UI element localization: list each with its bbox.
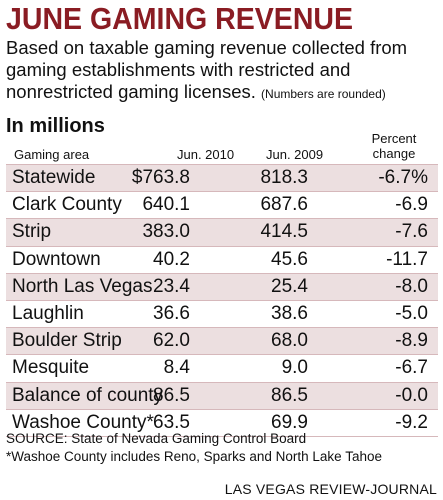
source-block: SOURCE: State of Nevada Gaming Control B… bbox=[6, 430, 438, 466]
cell-area: Laughlin bbox=[12, 302, 84, 324]
column-header-2009: Jun. 2009 bbox=[266, 147, 324, 162]
rounding-note: (Numbers are rounded) bbox=[261, 87, 386, 101]
unit-label: In millions bbox=[6, 115, 105, 137]
cell-percent-change: -6.7% bbox=[378, 167, 428, 188]
cell-jun-2009: 414.5 bbox=[260, 221, 308, 243]
cell-jun-2009: 45.6 bbox=[271, 248, 308, 270]
cell-jun-2010: $763.8 bbox=[131, 167, 190, 188]
cell-jun-2009: 86.5 bbox=[271, 384, 308, 406]
table-row: Boulder Strip 62.0 68.0 -8.9 bbox=[6, 328, 438, 356]
cell-percent-change: -6.7 bbox=[395, 357, 428, 379]
cell-jun-2009: 818.3 bbox=[260, 167, 308, 188]
cell-area: Statewide bbox=[12, 167, 96, 188]
table-row: North Las Vegas 23.4 25.4 -8.0 bbox=[6, 273, 438, 301]
cell-percent-change: -9.2 bbox=[395, 411, 428, 433]
column-header-2010: Jun. 2010 bbox=[177, 147, 235, 162]
cell-jun-2009: 687.6 bbox=[260, 194, 308, 216]
source-line: SOURCE: State of Nevada Gaming Control B… bbox=[6, 431, 307, 446]
cell-area: Downtown bbox=[12, 248, 101, 270]
chart-title: JUNE GAMING REVENUE bbox=[6, 1, 354, 36]
cell-percent-change: -6.9 bbox=[395, 194, 428, 216]
chart-subtitle: Based on taxable gaming revenue collecte… bbox=[6, 37, 438, 105]
table-row: Balance of county 86.5 86.5 -0.0 bbox=[6, 382, 438, 410]
cell-area: Mesquite bbox=[12, 357, 90, 379]
table-row: Washoe County* 63.5 69.9 -9.2 bbox=[6, 410, 438, 437]
table-row: Mesquite 8.4 9.0 -6.7 bbox=[6, 355, 438, 383]
cell-area: North Las Vegas bbox=[12, 275, 153, 297]
cell-area: Balance of county bbox=[12, 384, 164, 406]
cell-percent-change: -7.6 bbox=[395, 221, 428, 243]
column-header-area: Gaming area bbox=[14, 147, 90, 162]
cell-jun-2010: 63.5 bbox=[153, 411, 190, 433]
cell-jun-2010: 383.0 bbox=[142, 221, 190, 243]
cell-jun-2010: 640.1 bbox=[142, 194, 190, 216]
cell-jun-2009: 68.0 bbox=[271, 330, 308, 352]
cell-jun-2010: 62.0 bbox=[153, 330, 190, 352]
table-row: Laughlin 36.6 38.6 -5.0 bbox=[6, 301, 438, 329]
cell-percent-change: -11.7 bbox=[386, 248, 428, 270]
footnote-line: *Washoe County includes Reno, Sparks and… bbox=[6, 449, 382, 464]
cell-area: Clark County bbox=[12, 194, 122, 216]
cell-percent-change: -5.0 bbox=[395, 302, 428, 324]
table-row: Clark County 640.1 687.6 -6.9 bbox=[6, 192, 438, 220]
cell-percent-change: -0.0 bbox=[395, 384, 428, 406]
table-row: Statewide $763.8 818.3 -6.7% bbox=[6, 164, 438, 193]
publisher-credit: LAS VEGAS REVIEW-JOURNAL bbox=[224, 481, 437, 497]
cell-area: Boulder Strip bbox=[12, 330, 122, 352]
cell-jun-2010: 36.6 bbox=[153, 302, 190, 324]
cell-jun-2010: 40.2 bbox=[153, 248, 190, 270]
table-row: Strip 383.0 414.5 -7.6 bbox=[6, 219, 438, 247]
cell-area: Strip bbox=[12, 221, 52, 243]
cell-jun-2010: 86.5 bbox=[153, 384, 190, 406]
cell-jun-2010: 23.4 bbox=[153, 275, 190, 297]
cell-jun-2009: 38.6 bbox=[271, 302, 308, 324]
revenue-table: Statewide $763.8 818.3 -6.7% Clark County 640… bbox=[6, 164, 438, 437]
cell-jun-2009: 25.4 bbox=[271, 275, 308, 297]
cell-jun-2009: 9.0 bbox=[281, 357, 308, 379]
cell-area: Washoe County* bbox=[12, 411, 154, 433]
cell-jun-2010: 8.4 bbox=[163, 357, 190, 379]
subtitle-text: Based on taxable gaming revenue collecte… bbox=[6, 37, 408, 102]
column-header-change: Percent change bbox=[371, 131, 417, 161]
cell-percent-change: -8.0 bbox=[395, 275, 428, 297]
cell-percent-change: -8.9 bbox=[395, 330, 428, 352]
table-row: Downtown 40.2 45.6 -11.7 bbox=[6, 247, 438, 274]
cell-jun-2009: 69.9 bbox=[271, 411, 308, 433]
